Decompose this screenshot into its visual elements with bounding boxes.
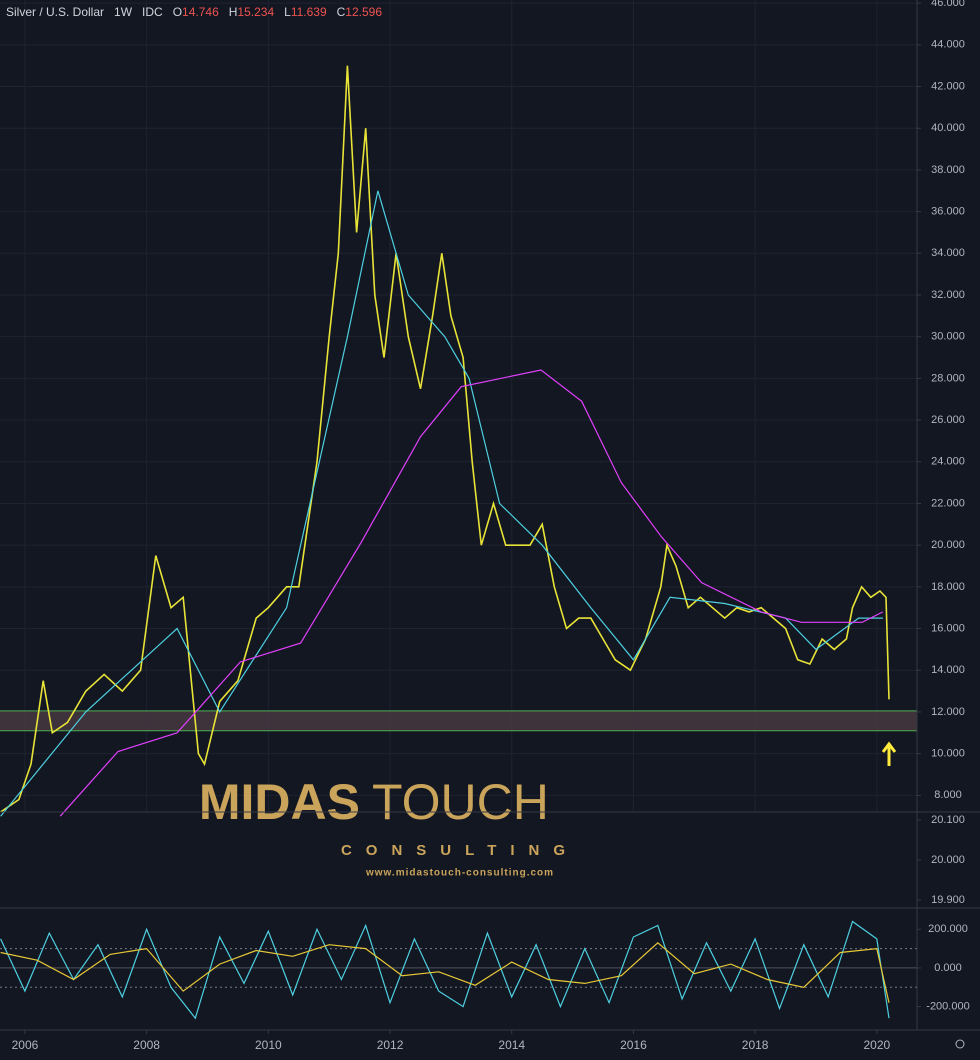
ohlc-label: O — [173, 5, 182, 19]
y-tick-label: 44.000 — [931, 39, 965, 51]
y-tick-label: 20.100 — [931, 814, 965, 826]
y-tick-label: 0.000 — [934, 962, 962, 974]
x-tick-label: 2016 — [620, 1038, 647, 1052]
y-tick-label: 32.000 — [931, 289, 965, 301]
y-tick-label: 22.000 — [931, 497, 965, 509]
y-tick-label: 200.000 — [928, 923, 968, 935]
ohlc-label: C — [337, 5, 346, 19]
ohlc-value: 12.596 — [345, 5, 382, 19]
y-tick-label: 38.000 — [931, 164, 965, 176]
x-tick-label: 2008 — [133, 1038, 160, 1052]
brand-a: MIDAS — [199, 774, 360, 830]
ohlc-label: L — [284, 5, 291, 19]
x-tick-label: 2006 — [12, 1038, 39, 1052]
y-tick-label: 36.000 — [931, 206, 965, 218]
ohlc-value: 14.746 — [182, 5, 219, 19]
y-tick-label: 16.000 — [931, 622, 965, 634]
tagline: CONSULTING — [341, 842, 579, 859]
source: IDC — [142, 5, 163, 19]
y-tick-label: 10.000 — [931, 748, 965, 760]
y-tick-label: 24.000 — [931, 456, 965, 468]
y-tick-label: 46.000 — [931, 0, 965, 9]
y-tick-label: 8.000 — [934, 789, 962, 801]
y-tick-label: -200.000 — [926, 1001, 969, 1013]
series-line — [59, 369, 884, 817]
ohlc-value: 11.639 — [291, 5, 327, 19]
y-tick-label: 14.000 — [931, 664, 965, 676]
series-line — [0, 920, 890, 1020]
url: www.midastouch-consulting.com — [365, 868, 554, 879]
y-tick-label: 18.000 — [931, 581, 965, 593]
support-zone — [0, 710, 917, 731]
ohlc-value: 15.234 — [237, 5, 274, 19]
y-tick-label: 42.000 — [931, 80, 965, 92]
y-tick-label: 40.000 — [931, 122, 965, 134]
y-tick-label: 34.000 — [931, 247, 965, 259]
x-tick-label: 2010 — [255, 1038, 282, 1052]
x-tick-label: 2012 — [377, 1038, 404, 1052]
header: Silver / U.S. Dollar 1W IDC O14.746 H15.234 L… — [6, 5, 382, 19]
y-tick-label: 30.000 — [931, 331, 965, 343]
arrow-annotation — [881, 741, 897, 766]
y-tick-label: 12.000 — [931, 706, 965, 718]
interval: 1W — [114, 5, 133, 19]
y-tick-label: 28.000 — [931, 372, 965, 384]
brand-b: TOUCH — [372, 774, 549, 830]
watermark: MIDAS TOUCH CONSULTING www.midastouch-co… — [199, 774, 579, 879]
y-tick-label: 19.900 — [931, 894, 965, 906]
x-tick-label: 2020 — [863, 1038, 890, 1052]
y-tick-label: 20.000 — [931, 539, 965, 551]
series-line — [0, 942, 890, 1003]
y-tick-label: 20.000 — [931, 854, 965, 866]
settings-icon[interactable] — [955, 1039, 965, 1049]
x-tick-label: 2014 — [498, 1038, 525, 1052]
ohlc-label: H — [229, 5, 238, 19]
x-tick-label: 2018 — [742, 1038, 769, 1052]
y-tick-label: 26.000 — [931, 414, 965, 426]
symbol: Silver / U.S. Dollar — [6, 5, 104, 19]
